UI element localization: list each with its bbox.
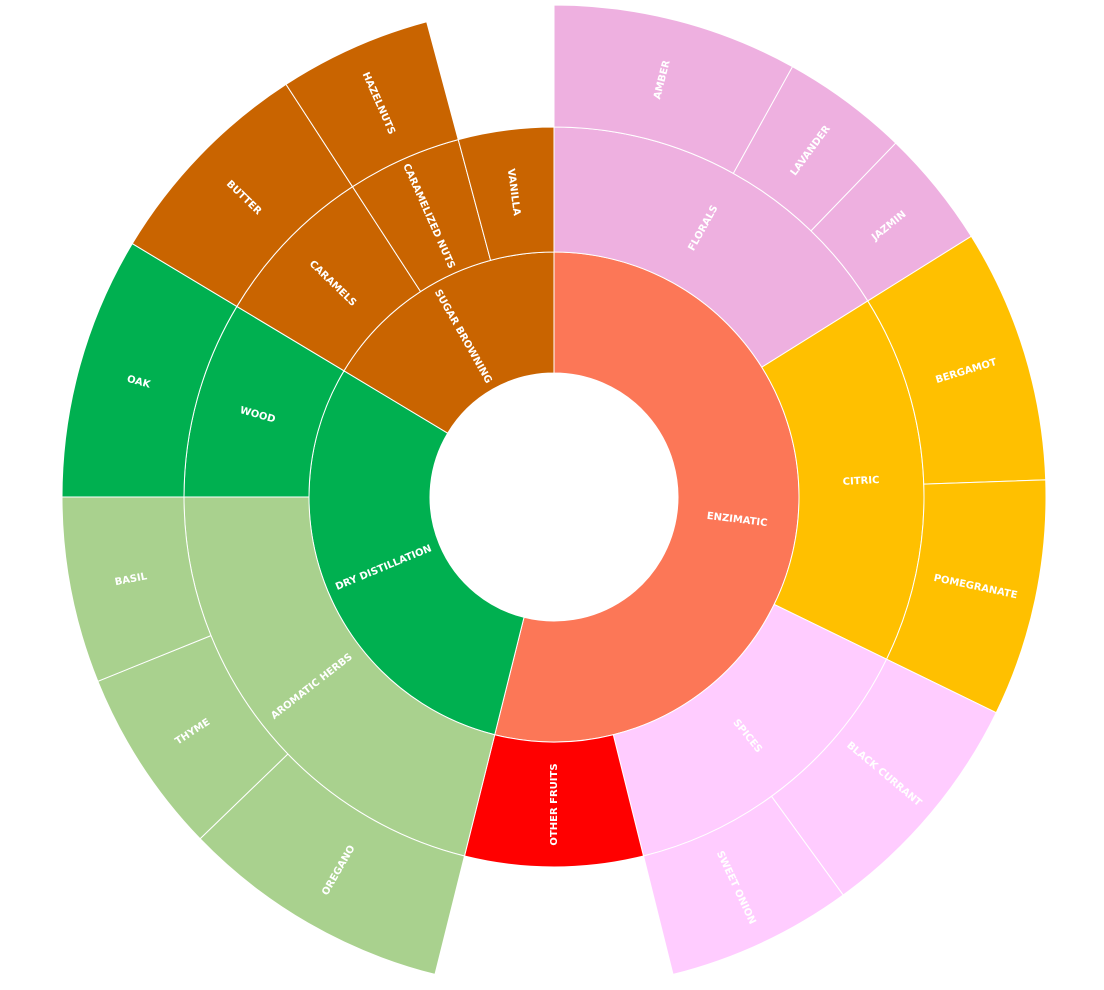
- segment: [457, 126, 555, 261]
- segment-label: CITRIC: [843, 475, 880, 488]
- segment-label: OTHER FRUITS: [549, 763, 560, 845]
- segment: [642, 795, 844, 975]
- segment: [285, 21, 459, 188]
